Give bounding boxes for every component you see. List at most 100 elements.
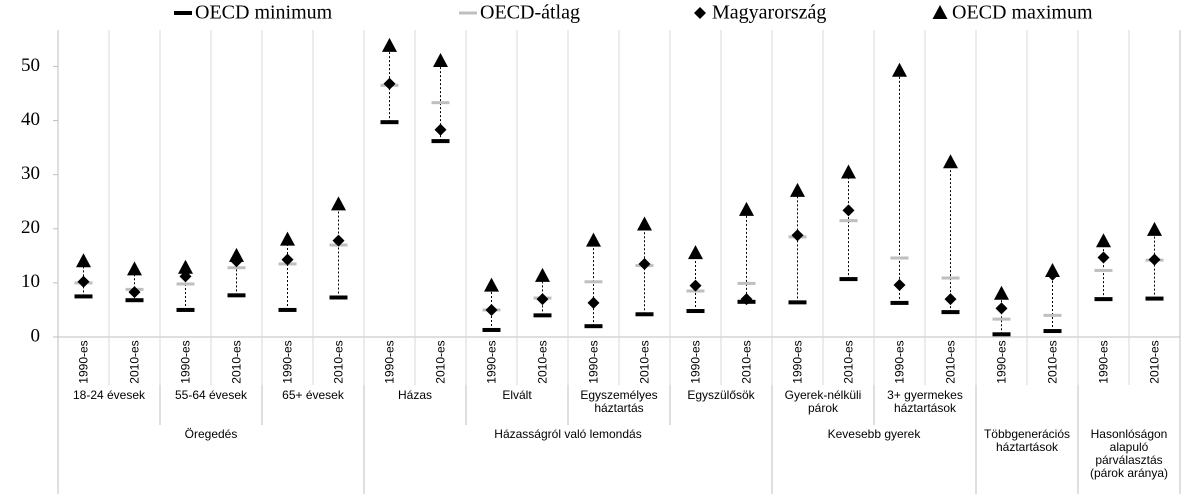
x-tick-label: 2010-es — [1046, 340, 1060, 383]
dash-marker — [380, 120, 399, 125]
triangle-marker — [1147, 221, 1162, 236]
dash-marker — [686, 309, 705, 314]
diamond-marker — [536, 293, 549, 306]
triangle-marker — [841, 164, 856, 179]
dash-marker — [482, 327, 501, 332]
diamond-marker — [689, 279, 702, 292]
dash-marker — [890, 300, 909, 305]
x-tick-label: 2010-es — [332, 340, 346, 383]
dash-marker — [278, 307, 297, 312]
triangle-marker — [1045, 262, 1060, 277]
diamond-marker — [638, 257, 651, 270]
dash-marker — [992, 332, 1011, 337]
x-tick-label: 1990-es — [485, 340, 499, 383]
diamond-marker — [587, 296, 600, 309]
dash-marker — [941, 310, 960, 315]
diamond-marker — [1097, 251, 1110, 264]
triangle-marker — [76, 253, 91, 268]
dash-marker — [737, 281, 756, 285]
diamond-marker — [944, 293, 957, 306]
y-tick-label: 50 — [21, 55, 40, 76]
dash-marker — [329, 295, 348, 300]
legend-item: Magyarország — [694, 2, 826, 24]
diamond-marker — [128, 286, 141, 299]
x-tick-label: 1990-es — [689, 340, 703, 383]
triangle-marker — [382, 37, 397, 52]
legend-label: OECD-átlag — [480, 2, 580, 24]
triangle-marker — [127, 261, 142, 276]
diamond-marker — [485, 303, 498, 316]
x-tick-label: 1990-es — [995, 340, 1009, 383]
diamond-marker — [791, 229, 804, 242]
dash-marker — [176, 282, 195, 286]
y-tick-label: 20 — [21, 217, 40, 238]
x-tick-label: 2010-es — [944, 340, 958, 383]
subgroup-label: 18-24 évesek — [72, 388, 146, 402]
dash-marker — [74, 294, 93, 299]
triangle-marker — [178, 259, 193, 274]
dash-marker — [941, 276, 960, 280]
diamond-marker — [77, 275, 90, 288]
dash-marker — [839, 219, 858, 223]
diamond-marker — [740, 293, 753, 306]
triangle-marker — [484, 277, 499, 292]
legend-item: OECD maximum — [932, 2, 1093, 24]
x-tick-label: 2010-es — [230, 340, 244, 383]
dash-marker — [584, 324, 603, 329]
triangle-marker — [586, 232, 601, 247]
dash-marker — [584, 280, 603, 284]
dash-marker — [1145, 296, 1164, 301]
triangle-marker — [1096, 233, 1111, 248]
diamond-marker — [332, 234, 345, 247]
x-tick-label: 1990-es — [893, 340, 907, 383]
dash-marker — [176, 307, 195, 312]
dash-marker — [992, 317, 1011, 321]
x-tick-label: 1990-es — [179, 340, 193, 383]
diamond-marker — [694, 7, 706, 19]
dash-marker — [431, 101, 450, 105]
diamond-marker — [281, 253, 294, 266]
triangle-marker — [892, 62, 907, 77]
diamond-marker — [434, 123, 447, 136]
x-tick-label: 2010-es — [638, 340, 652, 383]
triangle-marker — [943, 154, 958, 169]
subgroup-label: Házas — [397, 388, 432, 402]
triangle-marker — [535, 267, 550, 282]
dash-marker — [1043, 313, 1062, 317]
subgroup-label: Egyszemélyes háztartás — [580, 388, 658, 415]
x-tick-label: 1990-es — [383, 340, 397, 383]
x-tick-label: 1990-es — [77, 340, 91, 383]
group-label: Hasonlóságon alapuló párválasztás (párok… — [1089, 427, 1169, 480]
diamond-marker — [383, 77, 396, 90]
dash-marker — [1094, 297, 1113, 302]
diamond-marker — [842, 204, 855, 217]
group-label: Többgenerációs háztartások — [983, 427, 1071, 454]
subgroup-label: 3+ gyermekes háztartások — [887, 388, 963, 415]
triangle-marker — [280, 231, 295, 246]
x-tick-label: 2010-es — [842, 340, 856, 383]
dash-marker — [635, 312, 654, 317]
subgroup-label: Elvált — [502, 388, 532, 402]
subgroup-label: Egyszülősök — [687, 388, 755, 402]
triangle-marker — [433, 53, 448, 68]
dash-marker — [227, 266, 246, 270]
triangle-marker — [994, 285, 1009, 300]
dash-marker — [431, 139, 450, 144]
legend-label: Magyarország — [712, 2, 826, 24]
y-tick-label: 30 — [21, 163, 40, 184]
dash-marker — [125, 298, 144, 303]
x-tick-label: 1990-es — [281, 340, 295, 383]
legend-item: OECD minimum — [174, 2, 333, 24]
x-tick-label: 2010-es — [740, 340, 754, 383]
diamond-marker — [1148, 253, 1161, 266]
dash-marker — [890, 256, 909, 260]
y-tick-label: 10 — [21, 271, 40, 292]
dash-marker — [1043, 329, 1062, 334]
x-tick-label: 2010-es — [1148, 340, 1162, 383]
x-tick-label: 2010-es — [128, 340, 142, 383]
dash-marker — [839, 277, 858, 282]
y-tick-label: 0 — [31, 325, 41, 346]
triangle-marker — [637, 216, 652, 231]
